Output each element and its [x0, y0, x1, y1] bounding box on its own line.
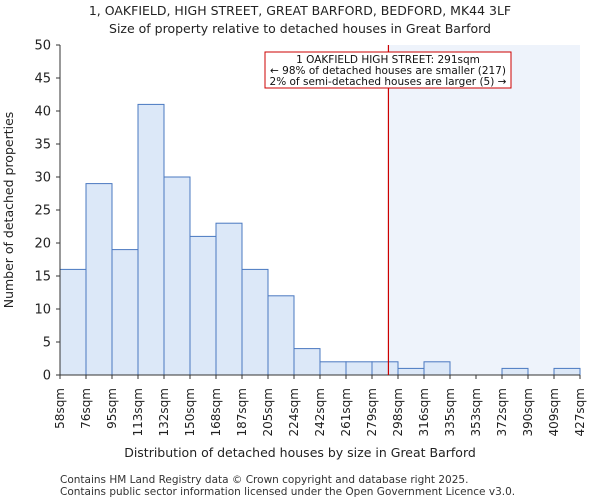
x-tick-label: 58sqm: [53, 388, 67, 429]
bar-168sqm: [215, 222, 243, 376]
annotation-line-2: ← 98% of detached houses are smaller (21…: [270, 65, 506, 77]
x-tick-label: 353sqm: [469, 388, 483, 436]
bar-372sqm: [501, 367, 529, 376]
chart-subtitle: Size of property relative to detached ho…: [109, 21, 491, 36]
x-tick-label: 372sqm: [495, 388, 509, 436]
y-axis-label: Number of detached properties: [1, 112, 16, 309]
bar-298sqm: [397, 367, 425, 376]
larger-region-shade: [388, 45, 580, 375]
bar-58sqm: [59, 268, 87, 376]
bar-261sqm: [345, 361, 373, 376]
footer-line-1: Contains HM Land Registry data © Crown c…: [60, 474, 468, 486]
y-tick-label: 25: [34, 204, 51, 219]
bar-113sqm: [137, 103, 165, 376]
y-tick-label: 15: [34, 270, 51, 285]
x-tick-label: 132sqm: [157, 388, 171, 436]
bar-76sqm: [85, 183, 113, 376]
y-tick-label: 45: [34, 72, 51, 87]
y-axis: 0 5 10 15 20 25 30 35 40 45 50: [34, 39, 60, 384]
x-tick-label: 316sqm: [417, 388, 431, 436]
bar-132sqm: [163, 176, 191, 376]
chart-title: 1, OAKFIELD, HIGH STREET, GREAT BARFORD,…: [89, 3, 511, 18]
bar-150sqm: [189, 235, 217, 376]
bar-224sqm: [293, 348, 321, 376]
x-tick-label: 224sqm: [287, 388, 301, 436]
bar-242sqm: [319, 361, 347, 376]
x-tick-label: 427sqm: [573, 388, 587, 436]
x-tick-label: 409sqm: [547, 388, 561, 436]
bar-409sqm: [553, 367, 581, 376]
y-tick-label: 30: [34, 171, 51, 186]
bar-279sqm: [371, 361, 399, 376]
footer-line-2: Contains public sector information licen…: [60, 486, 515, 498]
y-tick-label: 40: [34, 105, 51, 120]
y-tick-label: 35: [34, 138, 51, 153]
x-tick-label: 205sqm: [261, 388, 275, 436]
x-tick-label: 390sqm: [521, 388, 535, 436]
x-tick-label: 279sqm: [365, 388, 379, 436]
x-tick-label: 113sqm: [131, 388, 145, 436]
annotation-line-1: 1 OAKFIELD HIGH STREET: 291sqm: [296, 54, 480, 66]
x-axis: 58sqm 76sqm 95sqm 113sqm 132sqm 150sqm 168sqm 1…: [53, 375, 587, 436]
bar-95sqm: [111, 249, 139, 376]
x-tick-label: 335sqm: [443, 388, 457, 436]
x-tick-label: 168sqm: [209, 388, 223, 436]
bars-group: [59, 103, 581, 376]
bar-205sqm: [267, 295, 295, 376]
annotation-line-3: 2% of semi-detached houses are larger (5…: [270, 76, 507, 88]
bar-316sqm: [423, 361, 451, 376]
x-tick-label: 261sqm: [339, 388, 353, 436]
x-tick-label: 76sqm: [79, 388, 93, 429]
y-tick-label: 20: [34, 237, 51, 252]
y-tick-label: 5: [43, 336, 51, 351]
y-tick-label: 50: [34, 39, 51, 54]
x-tick-label: 95sqm: [105, 388, 119, 429]
x-tick-label: 187sqm: [235, 388, 249, 436]
bar-187sqm: [241, 268, 269, 376]
x-tick-label: 150sqm: [183, 388, 197, 436]
x-tick-label: 298sqm: [391, 388, 405, 436]
y-tick-label: 10: [34, 303, 51, 318]
x-axis-label: Distribution of detached houses by size …: [124, 445, 476, 460]
annotation-box: [264, 51, 512, 89]
x-tick-label: 242sqm: [313, 388, 327, 436]
y-tick-label: 0: [43, 369, 51, 384]
